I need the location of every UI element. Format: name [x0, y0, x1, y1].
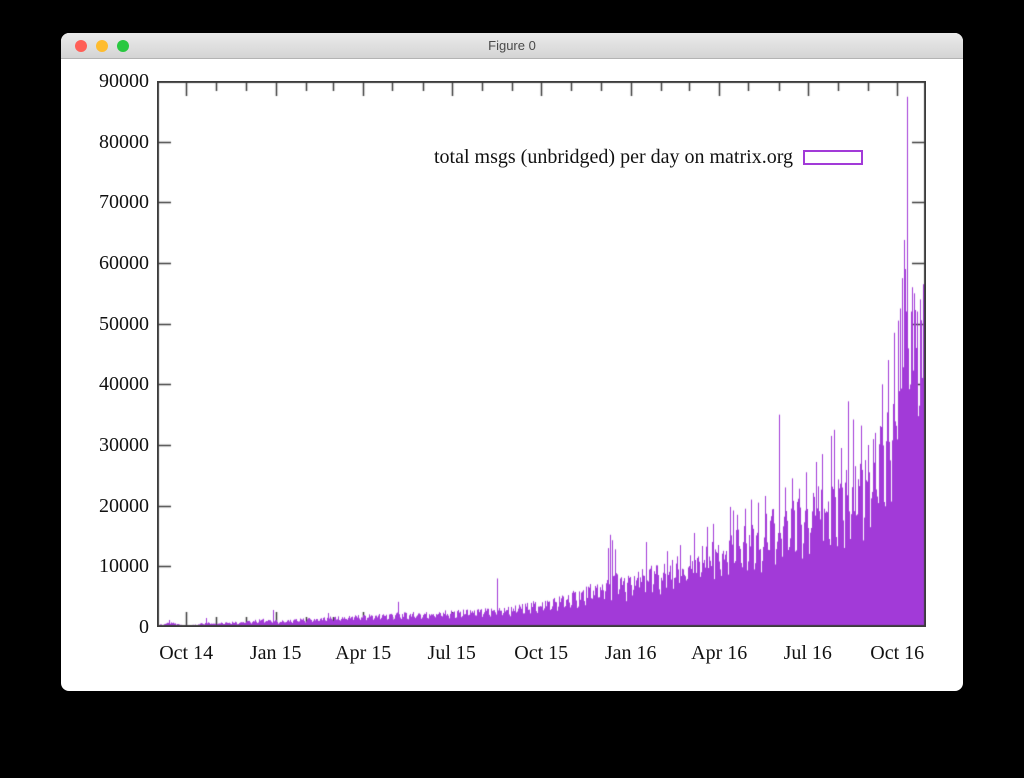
legend-label: total msgs (unbridged) per day on matrix…	[433, 146, 793, 168]
y-tick-label: 0	[139, 616, 149, 638]
x-tick-label: Jan 16	[604, 642, 657, 664]
zoom-button[interactable]	[117, 40, 129, 52]
x-tick-label: Oct 14	[159, 642, 214, 664]
x-tick-label: Jul 15	[427, 642, 476, 664]
y-tick-label: 50000	[99, 312, 149, 335]
y-tick-label: 30000	[99, 434, 149, 456]
x-tick-label: Apr 16	[691, 642, 748, 664]
x-tick-label: Oct 16	[870, 642, 925, 664]
chart-canvas	[157, 81, 926, 627]
y-tick-label: 90000	[99, 70, 149, 92]
legend-key-box	[803, 150, 863, 165]
window-titlebar: Figure 0	[61, 33, 963, 59]
close-button[interactable]	[75, 40, 87, 52]
plot-area: total msgs (unbridged) per day on matrix…	[157, 81, 926, 627]
minimize-button[interactable]	[96, 40, 108, 52]
x-tick-label: Oct 15	[514, 642, 569, 664]
y-tick-label: 60000	[99, 252, 149, 274]
window-title: Figure 0	[488, 38, 536, 53]
y-tick-label: 70000	[99, 191, 149, 214]
x-tick-label: Apr 15	[335, 642, 392, 664]
x-tick-label: Jan 15	[249, 642, 302, 664]
y-tick-label: 40000	[99, 373, 149, 396]
figure-window: Figure 0 total msgs (unbridged) per day …	[61, 33, 963, 691]
chart-legend: total msgs (unbridged) per day on matrix…	[434, 146, 863, 169]
x-tick-label: Jul 16	[783, 642, 832, 664]
y-tick-label: 10000	[99, 555, 149, 578]
y-tick-label: 20000	[99, 494, 149, 517]
y-tick-label: 80000	[99, 130, 149, 153]
